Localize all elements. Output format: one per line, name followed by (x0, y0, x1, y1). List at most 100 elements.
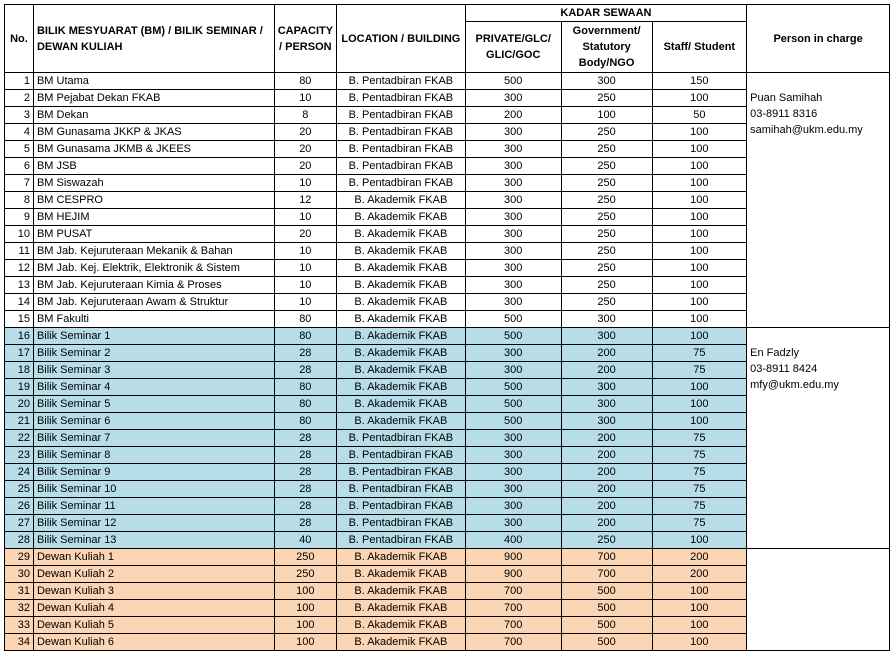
table-cell: 3 (4, 106, 34, 124)
table-cell: Dewan Kuliah 2 (32, 565, 275, 583)
table-cell: B. Akademik FKAB (335, 191, 466, 209)
table-cell: B. Pentadbiran FKAB (335, 174, 466, 192)
table-cell: B. Akademik FKAB (335, 242, 466, 260)
table-row: 16 Bilik Seminar 1 80 B. Akademik FKAB 500 30… (4, 327, 890, 549)
table-row: 10 BM PUSAT 20 B. Akademik FKAB 300 250 100 (4, 225, 890, 243)
table-row: 14 BM Jab. Kejuruteraan Awam & Struktur 10… (4, 293, 890, 311)
table-cell: B. Akademik FKAB (335, 259, 466, 277)
table-cell: 200 (560, 429, 653, 447)
table-cell: 300 (464, 463, 562, 481)
table-cell: 100 (273, 633, 337, 651)
table-cell: Dewan Kuliah 5 (32, 616, 275, 634)
table-cell: 300 (560, 310, 653, 328)
table-cell: 400 (464, 531, 562, 549)
table-cell: 700 (464, 616, 562, 634)
table-cell: 300 (464, 174, 562, 192)
table-cell: 80 (273, 327, 337, 345)
table-row: 8 BM CESPRO 12 B. Akademik FKAB 300 250 100 (4, 191, 890, 209)
table-cell: B. Pentadbiran FKAB (335, 157, 466, 175)
table-cell: Bilik Seminar 11 (32, 497, 275, 515)
table-cell: 200 (560, 514, 653, 532)
table-cell: 28 (273, 344, 337, 362)
table-cell: Bilik Seminar 8 (32, 446, 275, 464)
table-cell: Bilik Seminar 3 (32, 361, 275, 379)
table-cell: 75 (651, 429, 748, 447)
table-cell: 23 (4, 446, 34, 464)
table-cell: 4 (4, 123, 34, 141)
table-cell: 300 (464, 429, 562, 447)
contact-line: En Fadzly (750, 347, 800, 359)
header-cell: Person in charge (746, 4, 890, 73)
table-cell: 1 (4, 72, 34, 90)
table-cell: BM Dekan (32, 106, 275, 124)
table-cell: 300 (464, 225, 562, 243)
table-cell: Dewan Kuliah 1 (32, 548, 275, 566)
table-cell: 21 (4, 412, 34, 430)
table-row: 27 Bilik Seminar 12 28 B. Pentadbiran FKAB 3… (4, 514, 890, 532)
table-cell: 26 (4, 497, 34, 515)
table-cell: 500 (560, 599, 653, 617)
table-cell: 300 (464, 140, 562, 158)
header-cell: CAPACITY / PERSON (273, 4, 337, 73)
table-cell: B. Akademik FKAB (335, 395, 466, 413)
table-cell: BM HEJIM (32, 208, 275, 226)
header-cell: PRIVATE/GLC/ GLIC/GOC (464, 21, 562, 73)
table-cell: 9 (4, 208, 34, 226)
table-cell: Dewan Kuliah 6 (32, 633, 275, 651)
table-cell: 100 (651, 123, 748, 141)
table-cell: 100 (651, 378, 748, 396)
table-cell: 500 (464, 310, 562, 328)
contact-line: Puan Samihah (750, 92, 823, 104)
table-cell: 500 (464, 378, 562, 396)
table-cell: 100 (651, 310, 748, 328)
table-cell: B. Akademik FKAB (335, 276, 466, 294)
table-cell: 300 (464, 157, 562, 175)
table-cell: 700 (560, 565, 653, 583)
table-cell: B. Pentadbiran FKAB (335, 463, 466, 481)
table-cell: 28 (273, 361, 337, 379)
table-cell: 14 (4, 293, 34, 311)
table-row: 34 Dewan Kuliah 6 100 B. Akademik FKAB 700 50… (4, 633, 890, 651)
table-cell: 250 (560, 259, 653, 277)
table-cell: 33 (4, 616, 34, 634)
table-cell: 100 (651, 242, 748, 260)
table-cell: 250 (560, 157, 653, 175)
table-cell: B. Akademik FKAB (335, 208, 466, 226)
table-row: 28 Bilik Seminar 13 40 B. Pentadbiran FKAB 4… (4, 531, 890, 549)
table-cell: Bilik Seminar 6 (32, 412, 275, 430)
table-cell: 10 (273, 293, 337, 311)
table-cell: B. Pentadbiran FKAB (335, 89, 466, 107)
table-cell: B. Akademik FKAB (335, 412, 466, 430)
table-cell: 28 (273, 480, 337, 498)
table-cell: B. Pentadbiran FKAB (335, 140, 466, 158)
table-cell: 300 (464, 191, 562, 209)
table-row: 15 BM Fakulti 80 B. Akademik FKAB 500 300 100 (4, 310, 890, 328)
table-cell: 50 (651, 106, 748, 124)
table-cell: 300 (560, 327, 653, 345)
table-cell: 250 (560, 531, 653, 549)
table-cell: 5 (4, 140, 34, 158)
table-cell: 300 (464, 89, 562, 107)
table-cell: 300 (464, 293, 562, 311)
header-cell: No. (4, 4, 34, 73)
table-cell: 900 (464, 565, 562, 583)
table-cell: Bilik Seminar 2 (32, 344, 275, 362)
table-cell: B. Akademik FKAB (335, 599, 466, 617)
table-cell: 100 (651, 225, 748, 243)
table-row: 2 BM Pejabat Dekan FKAB 10 B. Pentadbiran F… (4, 89, 890, 107)
table-row: 26 Bilik Seminar 11 28 B. Pentadbiran FKAB 3… (4, 497, 890, 515)
table-cell: 32 (4, 599, 34, 617)
table-cell: 20 (273, 157, 337, 175)
table-cell: B. Pentadbiran FKAB (335, 514, 466, 532)
table-cell: 34 (4, 633, 34, 651)
table-cell: 200 (560, 497, 653, 515)
table-cell: B. Pentadbiran FKAB (335, 72, 466, 90)
header-cell: Government/ Statutory Body/NGO (560, 21, 653, 73)
table-row: 33 Dewan Kuliah 5 100 B. Akademik FKAB 700 50… (4, 616, 890, 634)
table-row: 12 BM Jab. Kej. Elektrik, Elektronik & Si… (4, 259, 890, 277)
table-cell: 700 (560, 548, 653, 566)
table-cell: 300 (560, 395, 653, 413)
table-cell: 100 (651, 412, 748, 430)
table-cell: 7 (4, 174, 34, 192)
contact-line: samihah@ukm.edu.my (750, 124, 863, 136)
